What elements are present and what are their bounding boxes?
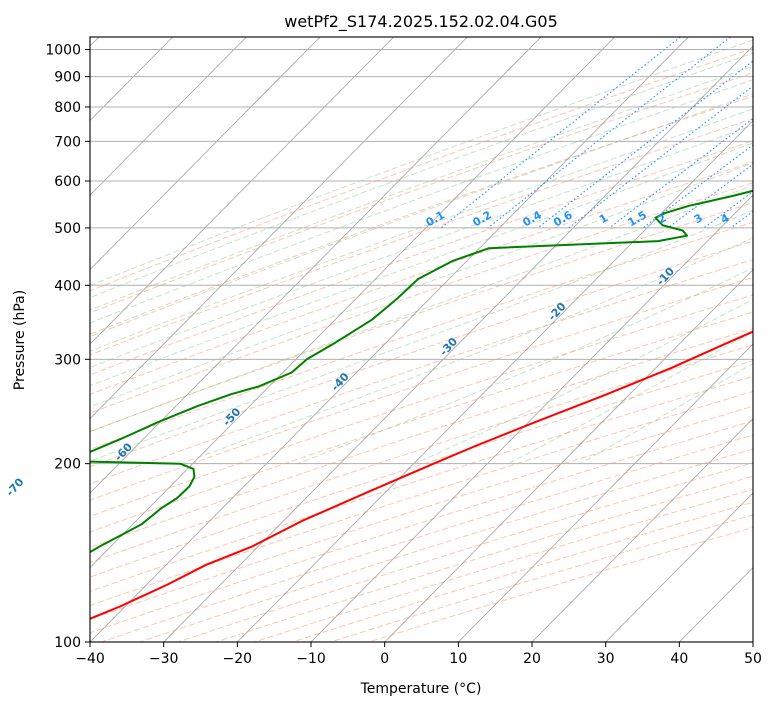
y-tick-label: 800 <box>54 100 81 116</box>
moist-adiabat-line <box>90 39 753 287</box>
moist-adiabat-line <box>297 267 753 465</box>
x-tick-label: 10 <box>449 651 467 667</box>
isotherm-line <box>163 45 753 642</box>
moist-adiabat-line <box>508 331 753 465</box>
mixing-ratio-line <box>609 117 753 229</box>
background-lines <box>90 37 753 642</box>
x-tick-label: 20 <box>523 651 541 667</box>
mixing-ratio-line <box>568 85 753 229</box>
isotherm-line <box>310 194 753 642</box>
dry-adiabat-line <box>90 72 753 314</box>
x-tick-label: −10 <box>296 651 326 667</box>
x-tick-label: −30 <box>149 651 179 667</box>
moist-adiabat-line <box>90 124 753 369</box>
mixing-ratio-label: 0.6 <box>551 208 575 229</box>
moist-adiabat-line <box>90 184 753 433</box>
mixing-ratio-line <box>537 60 753 229</box>
isotherm-label: -70 <box>4 475 27 499</box>
y-tick-label: 500 <box>54 221 81 237</box>
mixing-ratio-line <box>642 144 753 229</box>
isotherm-line <box>458 343 753 642</box>
isotherm-line <box>90 37 321 271</box>
dry-adiabat-line <box>177 462 753 642</box>
moist-adiabat-line <box>580 362 753 465</box>
moist-adiabat-line <box>90 108 753 352</box>
isotherm-label: -40 <box>329 370 352 394</box>
y-tick-label: 700 <box>54 134 81 150</box>
dry-adiabat-line <box>90 360 753 578</box>
dry-adiabat-line <box>90 95 753 335</box>
moist-adiabat-line <box>180 237 753 465</box>
x-tick-label: 0 <box>380 651 389 667</box>
dry-adiabat-line <box>90 221 753 450</box>
isotherm-line <box>384 269 753 642</box>
dry-adiabat-line <box>90 311 753 533</box>
mixing-ratio-line <box>770 37 775 228</box>
moist-adiabat-line <box>90 162 753 408</box>
mixing-ratio-line <box>440 37 681 229</box>
dewpoint-profile <box>90 189 753 554</box>
x-tick-label: −20 <box>223 651 253 667</box>
mixing-ratio-label: 1 <box>597 211 610 226</box>
isotherm-line <box>90 37 542 494</box>
x-axis-label: Temperature (°C) <box>360 681 482 697</box>
y-tick-label: 400 <box>54 278 81 294</box>
moist-adiabat-line <box>90 142 753 387</box>
mixing-ratio-lines <box>440 37 775 229</box>
isotherm-line <box>90 37 247 196</box>
dry-adiabat-line <box>90 375 753 592</box>
y-tick-label: 100 <box>54 635 81 651</box>
isotherm-label: -20 <box>546 300 569 324</box>
mixing-ratio-label: 1.5 <box>626 208 649 229</box>
isotherm-line <box>90 37 468 420</box>
isotherm-line <box>605 492 753 642</box>
chart-title: wetPf2_S174.2025.152.02.04.G05 <box>284 12 558 32</box>
y-tick-label: 600 <box>54 174 81 190</box>
isotherm-line <box>90 37 615 569</box>
temperature-profile <box>90 330 753 620</box>
isotherm-label: -30 <box>437 335 460 359</box>
line-label-layer: 0.10.20.40.611.5234-100-90-80-70-60-50-4… <box>4 208 732 499</box>
moist-adiabat-line <box>90 93 753 338</box>
y-axis-label: Pressure (hPa) <box>12 290 28 390</box>
mixing-ratio-label: 0.2 <box>470 208 493 229</box>
moist-adiabat-line <box>90 52 753 299</box>
dry-adiabat-line <box>90 161 753 395</box>
moist-adiabat-line <box>90 65 753 311</box>
dry-adiabat-line <box>330 514 753 642</box>
x-tick-label: −40 <box>75 651 105 667</box>
y-tick-label: 1000 <box>45 43 81 59</box>
x-tick-label: 50 <box>744 651 762 667</box>
plot-frame <box>89 36 754 643</box>
x-axis: −40 −30 −20 −10 0 10 20 30 40 50 <box>75 642 762 667</box>
dry-adiabat-line <box>139 448 753 642</box>
dry-adiabat-line <box>368 526 753 642</box>
dry-adiabat-line <box>90 47 753 292</box>
isotherm-label: -60 <box>112 440 135 464</box>
isotherm-line <box>90 37 689 642</box>
dry-adiabat-line <box>90 182 753 414</box>
y-tick-label: 200 <box>54 457 81 473</box>
isotherm-line <box>90 37 394 345</box>
y-axis: 100 200 300 400 500 600 700 800 900 1000 <box>45 43 90 651</box>
dry-adiabat-line <box>90 420 753 634</box>
y-tick-label: 300 <box>54 352 81 368</box>
dry-adiabat-line <box>90 328 753 548</box>
isotherm-line <box>237 120 753 642</box>
moist-adiabat-line <box>90 209 753 462</box>
mixing-ratio-line <box>487 37 731 229</box>
x-tick-label: 40 <box>670 651 688 667</box>
dry-adiabat-line <box>292 501 753 642</box>
dry-adiabat-line <box>90 276 753 501</box>
isotherm-label: -50 <box>220 405 243 429</box>
dry-adiabat-line <box>215 475 753 642</box>
isotherm-line <box>531 417 753 642</box>
moist-adiabat-line <box>90 79 753 324</box>
x-tick-label: 30 <box>597 651 615 667</box>
y-tick-label: 900 <box>54 70 81 86</box>
isotherm-line <box>752 641 753 642</box>
series-layer <box>90 189 753 620</box>
